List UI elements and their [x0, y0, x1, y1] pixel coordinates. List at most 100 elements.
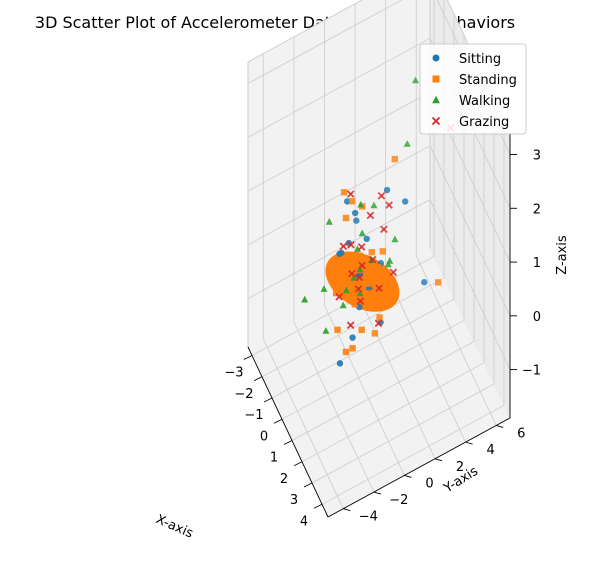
legend-marker-standing: [432, 75, 440, 83]
x-gridline: [291, 56, 475, 441]
data-point-walking: [403, 140, 411, 147]
x-tick: [253, 376, 263, 382]
data-point-standing: [368, 248, 375, 256]
z-tick-label: 3: [533, 149, 541, 164]
data-point-grazing: [385, 201, 393, 209]
legend-label-standing: Standing: [459, 73, 517, 88]
x-tick-label: −3: [224, 366, 243, 381]
y-tick: [434, 458, 443, 462]
y-gridline: [415, 0, 497, 426]
data-point-sitting: [383, 186, 391, 194]
data-point-grazing: [377, 191, 386, 200]
data-point-grazing: [368, 255, 377, 264]
data-point-standing: [366, 290, 374, 297]
data-point-standing: [349, 345, 356, 352]
x-tick: [243, 355, 253, 360]
legend-marker-sitting: [432, 54, 440, 62]
data-point-sitting: [421, 279, 428, 286]
data-point-grazing: [366, 211, 375, 220]
data-point-sitting: [363, 235, 370, 243]
data-point-grazing: [380, 225, 388, 234]
y-tick-label: −4: [359, 510, 378, 525]
data-point-grazing: [346, 190, 355, 198]
data-point-standing: [358, 326, 365, 334]
data-point-sitting: [336, 360, 344, 367]
data-point-grazing: [358, 261, 366, 270]
x-tick-label: −1: [244, 408, 263, 423]
data-point-grazing: [356, 297, 365, 306]
x-tick: [283, 440, 293, 445]
y-tick-label: 0: [425, 476, 433, 491]
data-point-standing: [334, 326, 341, 334]
data-point-sitting: [401, 198, 409, 205]
x-gridline: [301, 77, 485, 463]
data-point-standing: [386, 297, 393, 305]
legend-box: [419, 43, 527, 135]
x-tick-label: 0: [260, 429, 268, 444]
z-tick-label: 2: [533, 202, 541, 217]
data-point-sitting: [365, 285, 373, 292]
z-tick-label: 0: [533, 310, 541, 325]
data-point-grazing: [335, 292, 344, 301]
data-point-grazing: [348, 269, 356, 278]
x-axis-label: X-axis: [154, 512, 196, 542]
data-point-walking: [350, 274, 358, 281]
legend-marker-walking: [432, 95, 440, 104]
data-point-standing: [348, 198, 356, 205]
data-point-standing: [340, 189, 348, 196]
legend-label-sitting: Sitting: [459, 52, 501, 67]
data-point-grazing: [357, 243, 366, 251]
y-gridline: [262, 53, 344, 509]
data-point-sitting: [353, 217, 360, 224]
data-point-grazing: [346, 321, 355, 330]
data-point-standing: [379, 248, 387, 255]
y-gridline: [324, 20, 405, 476]
y-gridline: [293, 37, 375, 493]
x-tick: [313, 503, 323, 509]
y-tick: [465, 441, 473, 445]
y-tick-label: 2: [456, 460, 464, 475]
data-point-walking: [320, 285, 328, 292]
data-point-walking: [301, 295, 309, 303]
data-point-walking: [357, 200, 365, 208]
data-point-standing: [371, 330, 379, 337]
legend: Sitting Standing Walking Grazing: [419, 43, 527, 135]
data-point-walking: [339, 301, 347, 309]
legend-label-grazing: Grazing: [459, 115, 509, 130]
x-tick: [293, 461, 303, 467]
data-point-standing: [374, 264, 382, 271]
data-point-walking: [322, 327, 330, 334]
x-tick-label: 3: [290, 493, 298, 508]
x-tick: [303, 482, 313, 488]
data-point-standing: [332, 289, 340, 297]
y-tick-label: 4: [487, 443, 495, 458]
z-axis-label: Z-axis: [555, 235, 570, 275]
data-point-standing: [434, 279, 442, 286]
legend-marker-grazing: [431, 116, 441, 126]
data-point-grazing: [354, 285, 363, 293]
data-point-grazing: [339, 242, 348, 251]
data-point-grazing: [347, 240, 355, 249]
data-point-standing: [364, 280, 372, 287]
data-point-sitting: [349, 334, 356, 341]
z-tick-label: −1: [522, 364, 541, 379]
data-point-walking: [325, 218, 333, 225]
z-tick-label: 1: [533, 256, 541, 271]
data-point-walking: [358, 229, 366, 237]
x-tick-label: −2: [234, 387, 253, 402]
x-tick: [263, 397, 273, 403]
y-tick: [373, 491, 382, 495]
x-axis-line: [247, 346, 329, 518]
data-point-grazing: [375, 284, 383, 293]
x-gridline: [311, 99, 495, 484]
data-point-standing: [391, 155, 399, 163]
y-tick: [404, 474, 412, 478]
data-point-grazing: [389, 268, 398, 277]
data-point-grazing: [374, 319, 383, 328]
y-tick: [343, 508, 351, 512]
series-walking: [301, 76, 419, 334]
x-tick-label: 4: [300, 514, 308, 529]
legend-label-walking: Walking: [459, 94, 510, 109]
y-tick-label: 6: [517, 426, 525, 441]
